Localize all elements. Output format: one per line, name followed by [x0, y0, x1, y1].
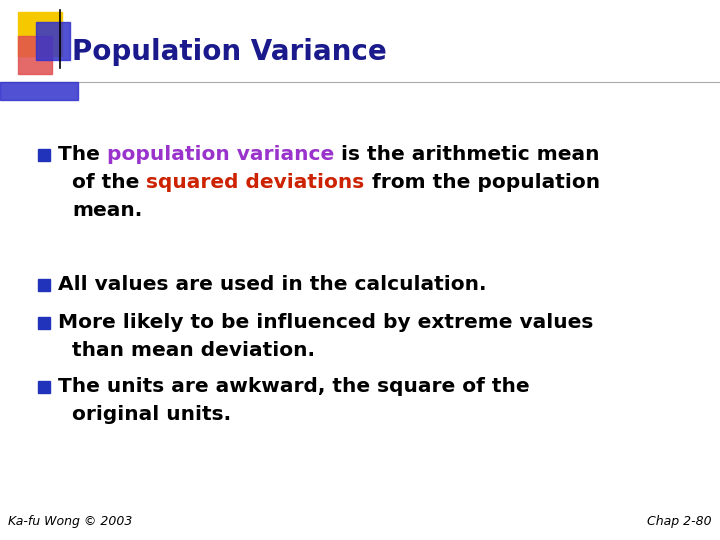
Bar — [0, 82, 78, 100]
Text: Population Variance: Population Variance — [72, 38, 387, 66]
Text: The units are awkward, the square of the: The units are awkward, the square of the — [58, 377, 530, 396]
Bar — [38, 149, 50, 161]
Text: Ka-fu Wong © 2003: Ka-fu Wong © 2003 — [8, 515, 132, 528]
Text: More likely to be influenced by extreme values: More likely to be influenced by extreme … — [58, 314, 593, 333]
Text: All values are used in the calculation.: All values are used in the calculation. — [58, 275, 487, 294]
Bar — [36, 22, 70, 60]
Text: of the: of the — [72, 173, 146, 192]
Text: original units.: original units. — [72, 406, 231, 424]
Text: The: The — [58, 145, 107, 165]
Text: from the population: from the population — [364, 173, 600, 192]
Text: than mean deviation.: than mean deviation. — [72, 341, 315, 361]
Text: population variance: population variance — [107, 145, 334, 165]
Bar — [38, 381, 50, 393]
Bar — [18, 12, 62, 56]
Text: squared deviations: squared deviations — [146, 173, 364, 192]
Text: is the arithmetic mean: is the arithmetic mean — [334, 145, 600, 165]
Text: mean.: mean. — [72, 201, 143, 220]
Bar — [18, 36, 52, 74]
Text: Chap 2-80: Chap 2-80 — [647, 515, 712, 528]
Bar — [38, 279, 50, 291]
Bar — [38, 317, 50, 329]
